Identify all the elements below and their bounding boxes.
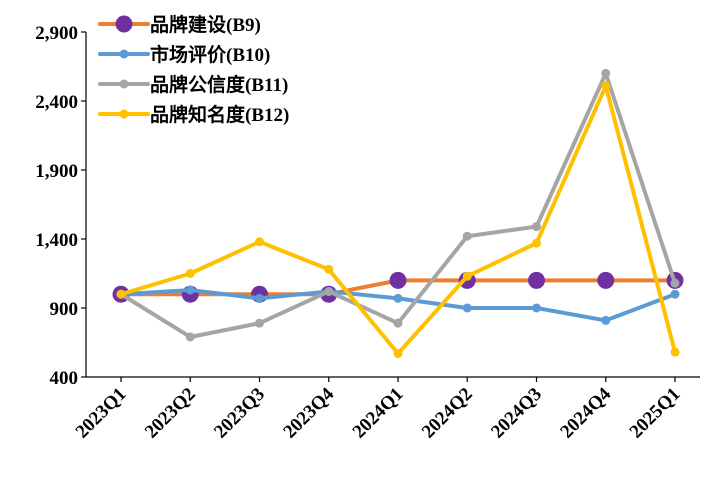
data-point bbox=[601, 315, 611, 325]
legend-swatch-marker bbox=[115, 15, 133, 33]
legend-label: 市场评价(B10) bbox=[150, 43, 270, 66]
data-point bbox=[462, 303, 472, 313]
data-point bbox=[528, 271, 545, 289]
data-point bbox=[185, 285, 195, 295]
data-point bbox=[393, 293, 403, 303]
data-point bbox=[670, 289, 680, 299]
data-point bbox=[670, 347, 680, 357]
data-point bbox=[462, 231, 472, 241]
x-tick-label: 2024Q1 bbox=[349, 384, 408, 443]
x-tick-label: 2023Q1 bbox=[72, 384, 131, 443]
x-tick-label: 2023Q4 bbox=[279, 383, 338, 442]
legend-swatch-marker bbox=[119, 79, 129, 89]
data-point bbox=[393, 349, 403, 359]
data-point bbox=[601, 68, 611, 78]
x-tick-label: 2025Q1 bbox=[626, 384, 685, 443]
x-tick-label: 2024Q4 bbox=[556, 383, 615, 442]
data-point bbox=[185, 332, 195, 342]
legend-swatch-marker bbox=[119, 109, 129, 119]
data-point bbox=[532, 303, 541, 313]
y-tick-label: 1,900 bbox=[35, 161, 78, 182]
legend-swatch-marker bbox=[119, 49, 129, 59]
y-tick-label: 900 bbox=[50, 299, 79, 320]
x-tick-label: 2023Q3 bbox=[210, 384, 269, 443]
data-point bbox=[324, 286, 334, 296]
x-tick-label: 2023Q2 bbox=[141, 384, 200, 443]
legend-entry: 市场评价(B10) bbox=[98, 43, 270, 66]
legend-label: 品牌公信度(B11) bbox=[150, 73, 288, 96]
x-tick-label: 2024Q2 bbox=[418, 384, 477, 443]
data-point bbox=[462, 271, 472, 281]
data-point bbox=[324, 264, 334, 274]
y-tick-label: 2,400 bbox=[35, 92, 78, 113]
series-3 bbox=[116, 81, 680, 359]
legend: 品牌建设(B9) 市场评价(B10) 品牌公信度(B11) 品牌知名度(B12) bbox=[98, 13, 289, 126]
data-point bbox=[670, 278, 680, 288]
data-point bbox=[597, 271, 615, 289]
legend-label: 品牌知名度(B12) bbox=[150, 103, 289, 126]
data-point bbox=[255, 237, 264, 247]
data-point bbox=[532, 238, 541, 248]
data-point bbox=[255, 293, 264, 303]
data-point bbox=[601, 81, 611, 91]
legend-label: 品牌建设(B9) bbox=[150, 13, 261, 36]
y-tick-label: 2,900 bbox=[35, 23, 78, 44]
data-point bbox=[389, 271, 407, 289]
data-point bbox=[255, 318, 264, 328]
legend-entry: 品牌建设(B9) bbox=[98, 13, 261, 36]
series-layer bbox=[112, 68, 684, 359]
y-tick-label: 1,400 bbox=[35, 230, 78, 251]
x-tick-label: 2024Q3 bbox=[487, 384, 546, 443]
data-point bbox=[185, 269, 195, 278]
data-point bbox=[116, 289, 126, 299]
data-point bbox=[532, 222, 541, 232]
data-point bbox=[393, 318, 403, 328]
y-tick-label: 400 bbox=[50, 368, 79, 389]
legend-entry: 品牌知名度(B12) bbox=[98, 103, 289, 126]
legend-entry: 品牌公信度(B11) bbox=[98, 73, 288, 96]
